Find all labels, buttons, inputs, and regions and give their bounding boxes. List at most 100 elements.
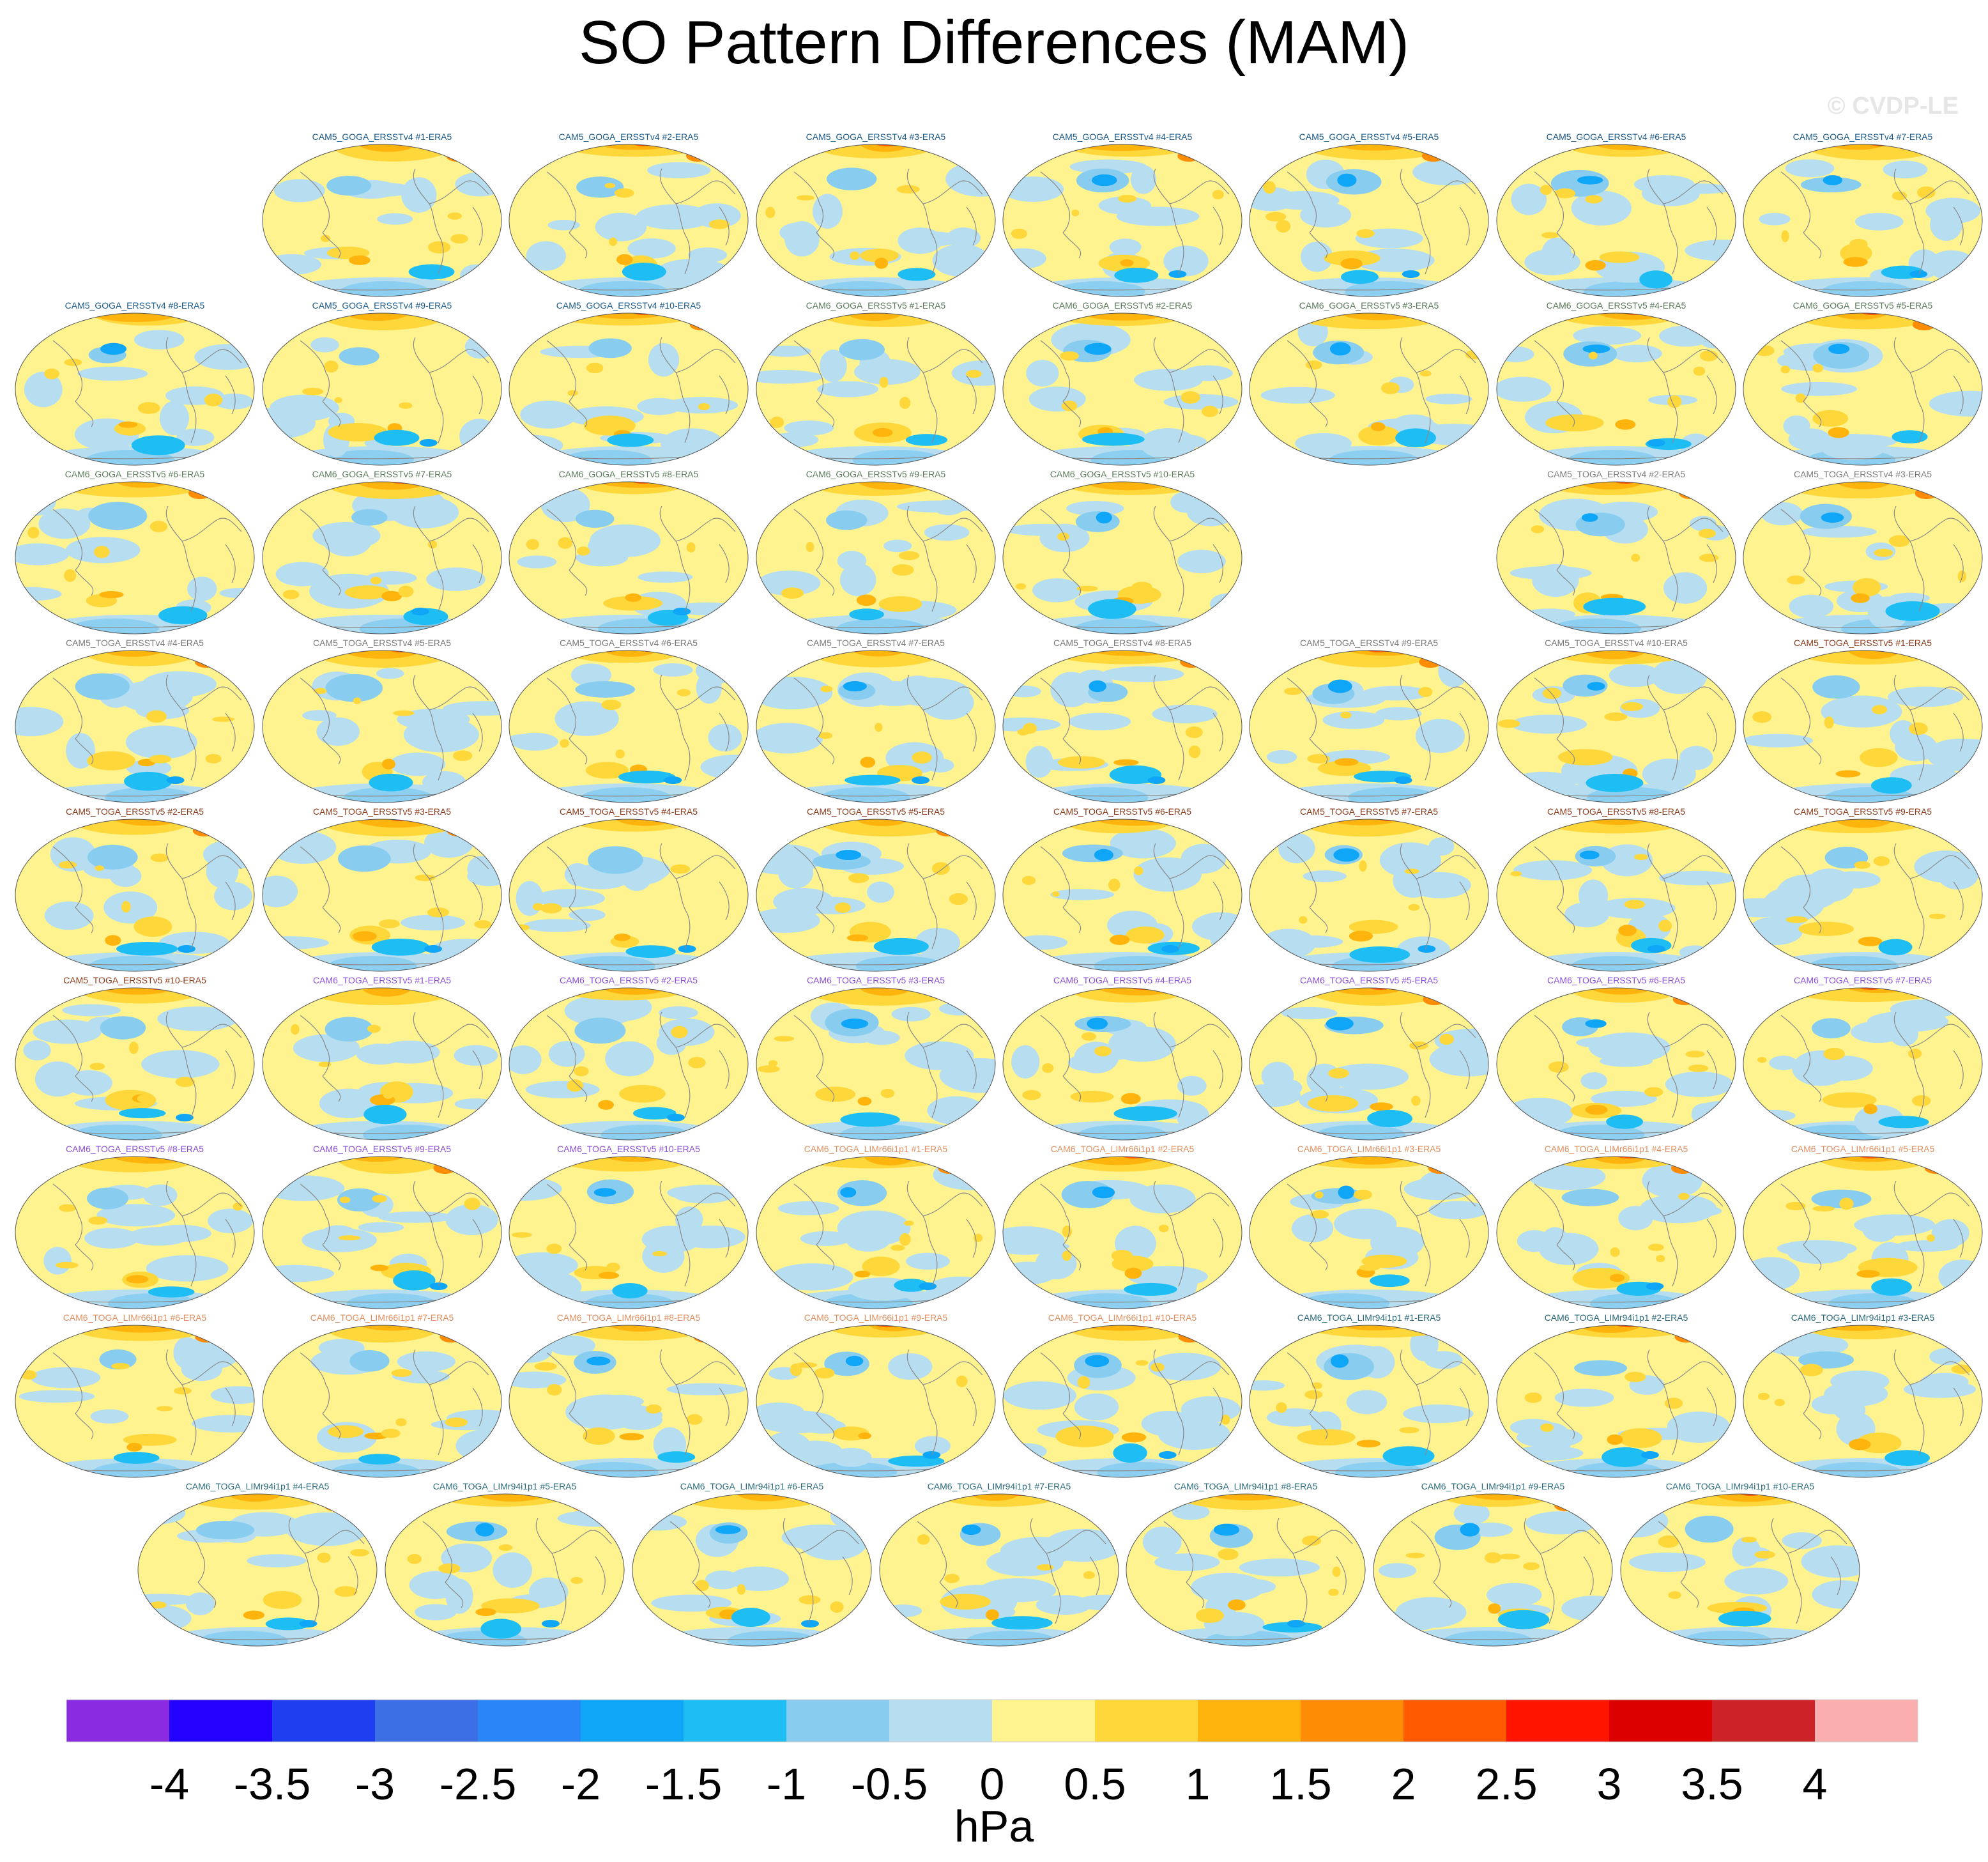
- map-border: [1496, 987, 1736, 1141]
- contour-region: [1830, 313, 1891, 320]
- contour-region: [1785, 159, 1835, 178]
- contour-region: [841, 1018, 869, 1029]
- map-border: [1743, 1325, 1983, 1478]
- map-field: [508, 1156, 749, 1309]
- contour-region: [770, 416, 784, 428]
- contour-region: [576, 546, 590, 556]
- map-panel: CAM6_GOGA_ERSSTv5 #6-ERA5: [11, 469, 258, 639]
- contour-region: [664, 776, 682, 784]
- contour-region: [1402, 270, 1420, 278]
- contour-region: [892, 564, 914, 576]
- contour-region: [74, 988, 209, 1004]
- contour-region: [316, 313, 451, 330]
- contour-region: [69, 619, 159, 634]
- contour-region: [781, 587, 804, 599]
- map-panel: CAM5_TOGA_ERSSTv5 #1-ERA5: [1740, 638, 1986, 808]
- contour-region: [1004, 1241, 1070, 1252]
- contour-region: [1284, 688, 1302, 695]
- contour-region: [619, 1084, 666, 1103]
- contour-region: [574, 1017, 626, 1044]
- contour-region: [88, 956, 178, 971]
- contour-region: [520, 400, 577, 429]
- contour-region: [651, 1594, 732, 1612]
- contour-region: [265, 1617, 311, 1631]
- contour-region: [1621, 702, 1644, 711]
- coastline: [1274, 1012, 1476, 1134]
- panel-title: CAM5_TOGA_ERSSTv4 #2-ERA5: [1547, 469, 1686, 479]
- contour-region: [548, 1335, 595, 1356]
- contour-region: [1634, 854, 1648, 860]
- map-field: [1002, 819, 1242, 972]
- contour-region: [328, 1425, 364, 1438]
- map-panel: CAM5_GOGA_ERSSTv4 #6-ERA5: [1493, 132, 1740, 302]
- contour-region: [177, 1494, 332, 1510]
- colorbar-box: [169, 1700, 272, 1742]
- contour-region: [1317, 760, 1372, 776]
- contour-region: [1177, 550, 1226, 574]
- map-panel: CAM6_TOGA_LIMr94i1p1 #3-ERA5: [1740, 1312, 1986, 1482]
- contour-region: [1076, 585, 1098, 592]
- contour-region: [823, 1325, 946, 1338]
- panel-title: CAM6_TOGA_LIMr94i1p1 #3-ERA5: [1791, 1312, 1935, 1323]
- coastline: [1521, 337, 1724, 459]
- contour-region: [326, 176, 372, 196]
- contour-region: [1927, 1234, 1935, 1242]
- map-border: [1743, 1156, 1983, 1309]
- contour-region: [603, 596, 663, 611]
- contour-region: [15, 707, 64, 737]
- panel-title: CAM6_TOGA_LIMr94i1p1 #10-ERA5: [1665, 1481, 1815, 1491]
- map-border: [1743, 650, 1983, 803]
- contour-region: [1453, 1502, 1490, 1525]
- contour-region: [852, 450, 942, 465]
- contour-region: [123, 1433, 177, 1446]
- contour-region: [1172, 1504, 1210, 1520]
- contour-region: [850, 251, 860, 260]
- map-panel: CAM5_GOGA_ERSSTv4 #5-ERA5: [1246, 132, 1492, 302]
- map-border: [508, 650, 749, 803]
- panel-title: CAM6_TOGA_LIMr66i1p1 #5-ERA5: [1791, 1144, 1935, 1154]
- contour-region: [393, 710, 415, 716]
- contour-region: [569, 1462, 659, 1477]
- map-field: [1496, 312, 1736, 466]
- contour-region: [1120, 1093, 1141, 1105]
- map-field: [385, 1493, 625, 1647]
- panel-title: CAM5_TOGA_ERSSTv4 #6-ERA5: [559, 638, 698, 648]
- contour-region: [1403, 1404, 1474, 1424]
- contour-region: [1688, 1065, 1709, 1072]
- contour-region: [381, 758, 395, 770]
- panel-title: CAM5_GOGA_ERSSTv4 #2-ERA5: [558, 132, 699, 142]
- contour-region: [1204, 1631, 1294, 1646]
- contour-region: [687, 1414, 703, 1425]
- contour-region: [637, 397, 682, 415]
- map-border: [756, 987, 996, 1141]
- contour-region: [1062, 1250, 1072, 1261]
- contour-region: [1523, 1562, 1540, 1571]
- contour-region: [940, 1594, 991, 1610]
- contour-region: [1909, 722, 1928, 735]
- contour-region: [337, 845, 391, 872]
- contour-region: [1781, 230, 1789, 242]
- contour-region: [91, 1462, 181, 1477]
- colorbar-box: [1609, 1700, 1712, 1742]
- coastline: [40, 1180, 242, 1303]
- contour-region: [1585, 1019, 1607, 1028]
- contour-region: [1821, 512, 1844, 523]
- contour-region: [443, 701, 501, 716]
- contour-region: [1071, 209, 1080, 217]
- contour-region: [323, 482, 464, 499]
- contour-region: [1532, 564, 1579, 597]
- contour-region: [1025, 746, 1053, 778]
- panel-title: CAM6_TOGA_ERSSTv5 #1-ERA5: [312, 975, 452, 985]
- contour-region: [282, 590, 300, 599]
- coastline: [287, 1180, 489, 1303]
- contour-region: [324, 450, 414, 465]
- contour-region: [801, 1620, 820, 1627]
- panel-title: CAM5_TOGA_ERSSTv5 #4-ERA5: [559, 806, 698, 817]
- contour-region: [1624, 900, 1646, 909]
- map-border: [1002, 1325, 1242, 1478]
- contour-region: [1718, 1610, 1771, 1627]
- contour-region: [1060, 1325, 1204, 1341]
- contour-region: [677, 689, 691, 696]
- map-field: [1496, 1156, 1736, 1309]
- contour-region: [1583, 597, 1646, 616]
